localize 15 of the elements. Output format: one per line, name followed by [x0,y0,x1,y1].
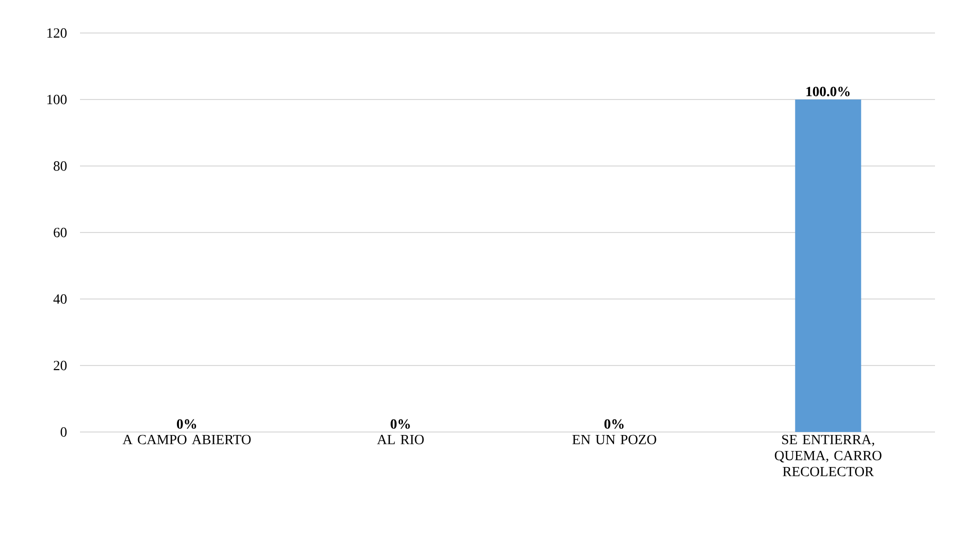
data-label: 0% [390,419,410,429]
x-tick-label: A CAMPO ABIERTO [122,434,251,444]
data-label: 0% [176,419,196,429]
y-tick-label: 20 [54,360,67,370]
y-tick-label: 80 [54,161,67,171]
y-tick-label: 100 [47,94,67,104]
x-tick-label: EN UN POZO [572,434,656,444]
x-tick-label: AL RIO [377,434,424,444]
y-tick-label: 40 [53,294,67,304]
data-label: 100.0% [806,86,850,96]
y-tick-label: 120 [47,28,67,38]
y-tick-label: 0 [60,427,67,437]
data-label: 0% [604,419,624,429]
x-tick-label: SE ENTIERRA, QUEMA, CARRO RECOLECTOR [774,434,882,476]
y-tick-label: 60 [54,228,67,238]
